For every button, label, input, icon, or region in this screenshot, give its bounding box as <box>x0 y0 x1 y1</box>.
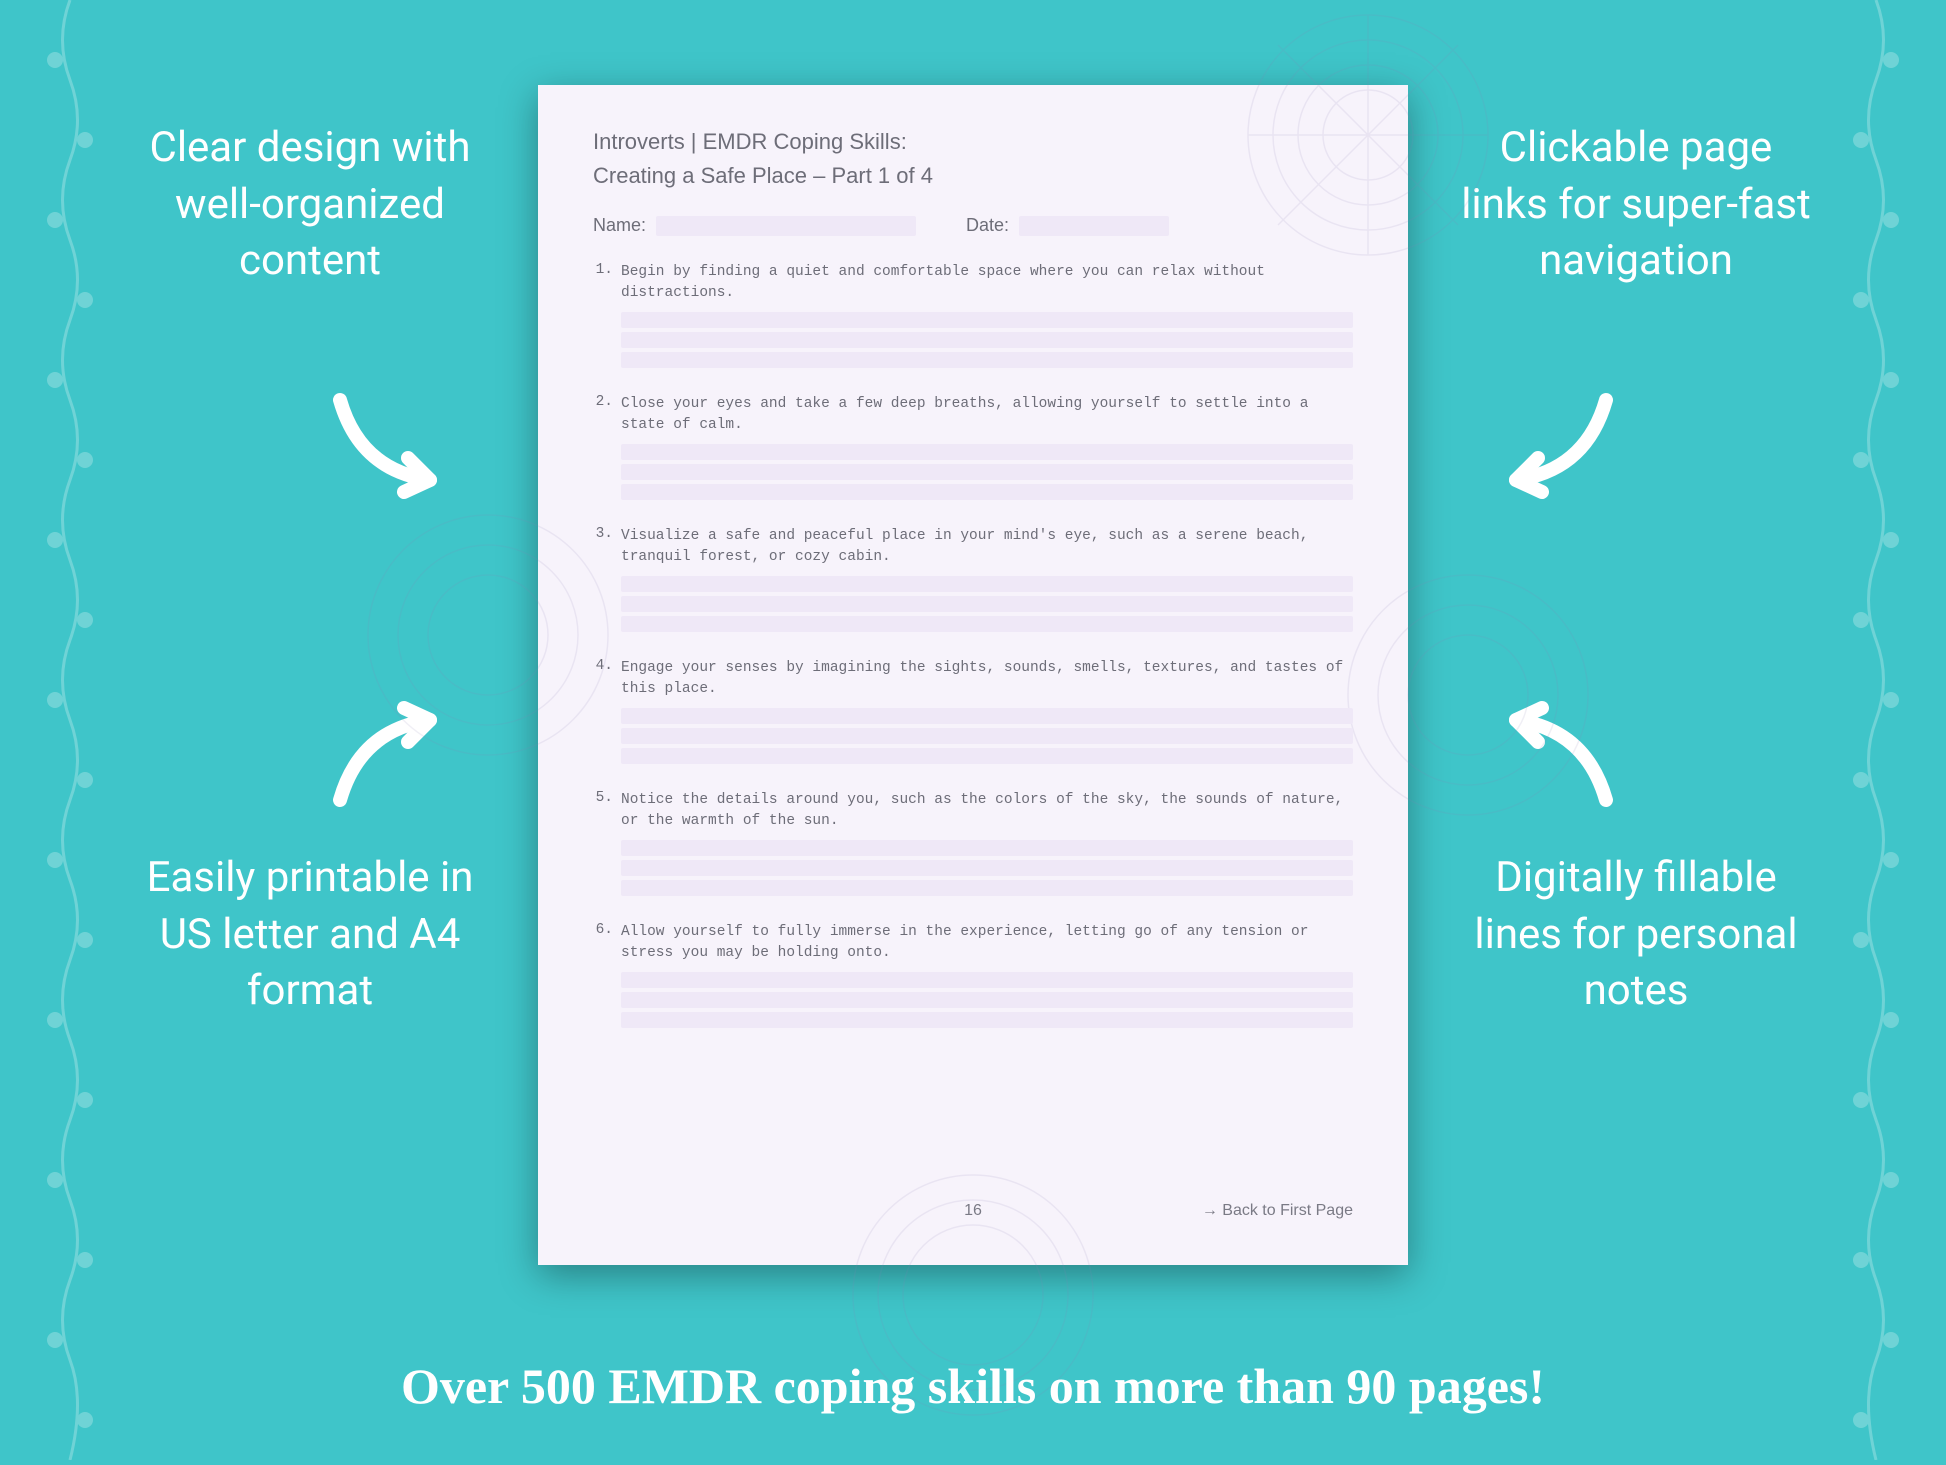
floral-border-left <box>25 0 115 1460</box>
step-number: 3. <box>593 526 613 636</box>
step-body: Close your eyes and take a few deep brea… <box>621 394 1353 504</box>
step-body: Engage your senses by imagining the sigh… <box>621 658 1353 768</box>
note-line[interactable] <box>621 444 1353 460</box>
step-text: Allow yourself to fully immerse in the e… <box>621 922 1353 964</box>
step-body: Allow yourself to fully immerse in the e… <box>621 922 1353 1032</box>
page-title-line2: Creating a Safe Place – Part 1 of 4 <box>593 159 1353 193</box>
arrow-top-left <box>320 380 460 520</box>
step-text: Close your eyes and take a few deep brea… <box>621 394 1353 436</box>
page-footer: 16 → Back to First Page <box>593 1202 1353 1220</box>
floral-border-right <box>1831 0 1921 1460</box>
step-number: 1. <box>593 262 613 372</box>
note-line[interactable] <box>621 748 1353 764</box>
name-label: Name: <box>593 215 646 236</box>
note-line[interactable] <box>621 860 1353 876</box>
note-line[interactable] <box>621 840 1353 856</box>
date-label: Date: <box>966 215 1009 236</box>
note-line[interactable] <box>621 484 1353 500</box>
callout-bottom-left: Easily printable in US letter and A4 for… <box>130 850 490 1020</box>
step-body: Begin by finding a quiet and comfortable… <box>621 262 1353 372</box>
arrow-bottom-left <box>320 680 460 820</box>
step-text: Begin by finding a quiet and comfortable… <box>621 262 1353 304</box>
step-body: Visualize a safe and peaceful place in y… <box>621 526 1353 636</box>
note-line[interactable] <box>621 1012 1353 1028</box>
step-item: 4.Engage your senses by imagining the si… <box>593 658 1353 768</box>
page-title-line1: Introverts | EMDR Coping Skills: <box>593 125 1353 159</box>
step-text: Visualize a safe and peaceful place in y… <box>621 526 1353 568</box>
arrow-top-right <box>1486 380 1626 520</box>
back-to-first-link[interactable]: → Back to First Page <box>1202 1202 1353 1220</box>
note-line[interactable] <box>621 972 1353 988</box>
page-number: 16 <box>964 1202 982 1220</box>
worksheet-page: Introverts | EMDR Coping Skills: Creatin… <box>538 85 1408 1265</box>
note-line[interactable] <box>621 464 1353 480</box>
step-number: 2. <box>593 394 613 504</box>
page-header: Introverts | EMDR Coping Skills: Creatin… <box>593 125 1353 193</box>
step-number: 4. <box>593 658 613 768</box>
step-item: 3.Visualize a safe and peaceful place in… <box>593 526 1353 636</box>
steps-list: 1.Begin by finding a quiet and comfortab… <box>593 262 1353 1032</box>
note-line[interactable] <box>621 596 1353 612</box>
note-line[interactable] <box>621 332 1353 348</box>
name-field[interactable] <box>656 216 916 236</box>
note-line[interactable] <box>621 992 1353 1008</box>
step-number: 5. <box>593 790 613 900</box>
callout-top-left: Clear design with well-organized content <box>130 120 490 290</box>
step-text: Notice the details around you, such as t… <box>621 790 1353 832</box>
callout-bottom-right: Digitally fillable lines for personal no… <box>1456 850 1816 1020</box>
step-text: Engage your senses by imagining the sigh… <box>621 658 1353 700</box>
note-line[interactable] <box>621 880 1353 896</box>
arrow-bottom-right <box>1486 680 1626 820</box>
step-item: 5.Notice the details around you, such as… <box>593 790 1353 900</box>
step-item: 1.Begin by finding a quiet and comfortab… <box>593 262 1353 372</box>
note-line[interactable] <box>621 708 1353 724</box>
note-line[interactable] <box>621 576 1353 592</box>
note-line[interactable] <box>621 728 1353 744</box>
bottom-banner: Over 500 EMDR coping skills on more than… <box>0 1357 1946 1415</box>
name-date-row: Name: Date: <box>593 215 1353 236</box>
step-body: Notice the details around you, such as t… <box>621 790 1353 900</box>
step-item: 2.Close your eyes and take a few deep br… <box>593 394 1353 504</box>
note-line[interactable] <box>621 312 1353 328</box>
callout-top-right: Clickable page links for super-fast navi… <box>1456 120 1816 290</box>
note-line[interactable] <box>621 352 1353 368</box>
note-line[interactable] <box>621 616 1353 632</box>
step-number: 6. <box>593 922 613 1032</box>
step-item: 6.Allow yourself to fully immerse in the… <box>593 922 1353 1032</box>
date-field[interactable] <box>1019 216 1169 236</box>
